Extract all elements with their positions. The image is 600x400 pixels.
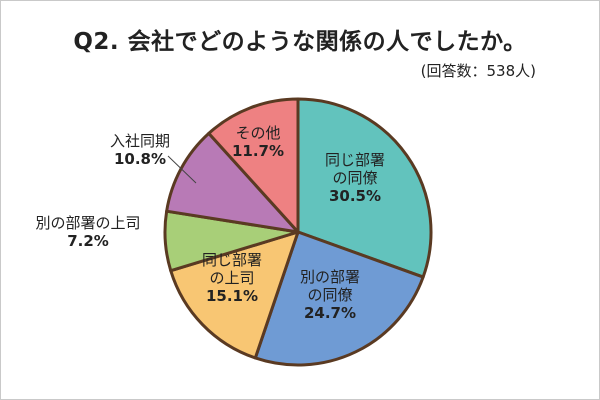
slice-value-label: 30.5% [329,187,381,205]
slice-value-label: 15.1% [206,287,258,305]
pie-slice-0 [296,97,433,279]
slice-category-label: その他 [235,124,280,142]
slice-value-label: 10.8% [114,150,166,168]
leader-line-4 [167,155,197,184]
slice-category-label: 別の部署の上司 [35,214,140,232]
slice-category-label: 入社同期 [110,132,170,150]
respondent-count: (回答数：538人) [420,62,536,80]
slice-label-3: 別の部署の上司 7.2% [35,214,140,250]
slice-category-label: の上司 [209,269,254,287]
chart-title: Q2. 会社でどのような関係の人でしたか。 [73,29,527,55]
slice-category-label: の同僚 [307,286,352,304]
pie-slice-2 [169,230,300,360]
slice-label-5: その他 11.7% [232,124,284,160]
slice-category-label: 同じ部署 [325,151,385,169]
slice-category-label: 別の部署 [300,268,360,286]
slice-value-label: 11.7% [232,142,284,160]
slice-category-label: 同じ部署 [202,251,262,269]
slice-label-4: 入社同期 10.8% [110,132,170,168]
slice-value-label: 7.2% [67,232,109,250]
slice-label-2: 同じ部署の上司 15.1% [202,251,262,305]
slice-category-label: の同僚 [332,169,377,187]
slice-label-1: 別の部署の同僚 24.7% [300,268,360,322]
pie-slice-5 [207,97,300,234]
slice-label-0: 同じ部署の同僚 30.5% [325,151,385,205]
pie-slice-1 [253,230,425,367]
slice-value-label: 24.7% [304,304,356,322]
